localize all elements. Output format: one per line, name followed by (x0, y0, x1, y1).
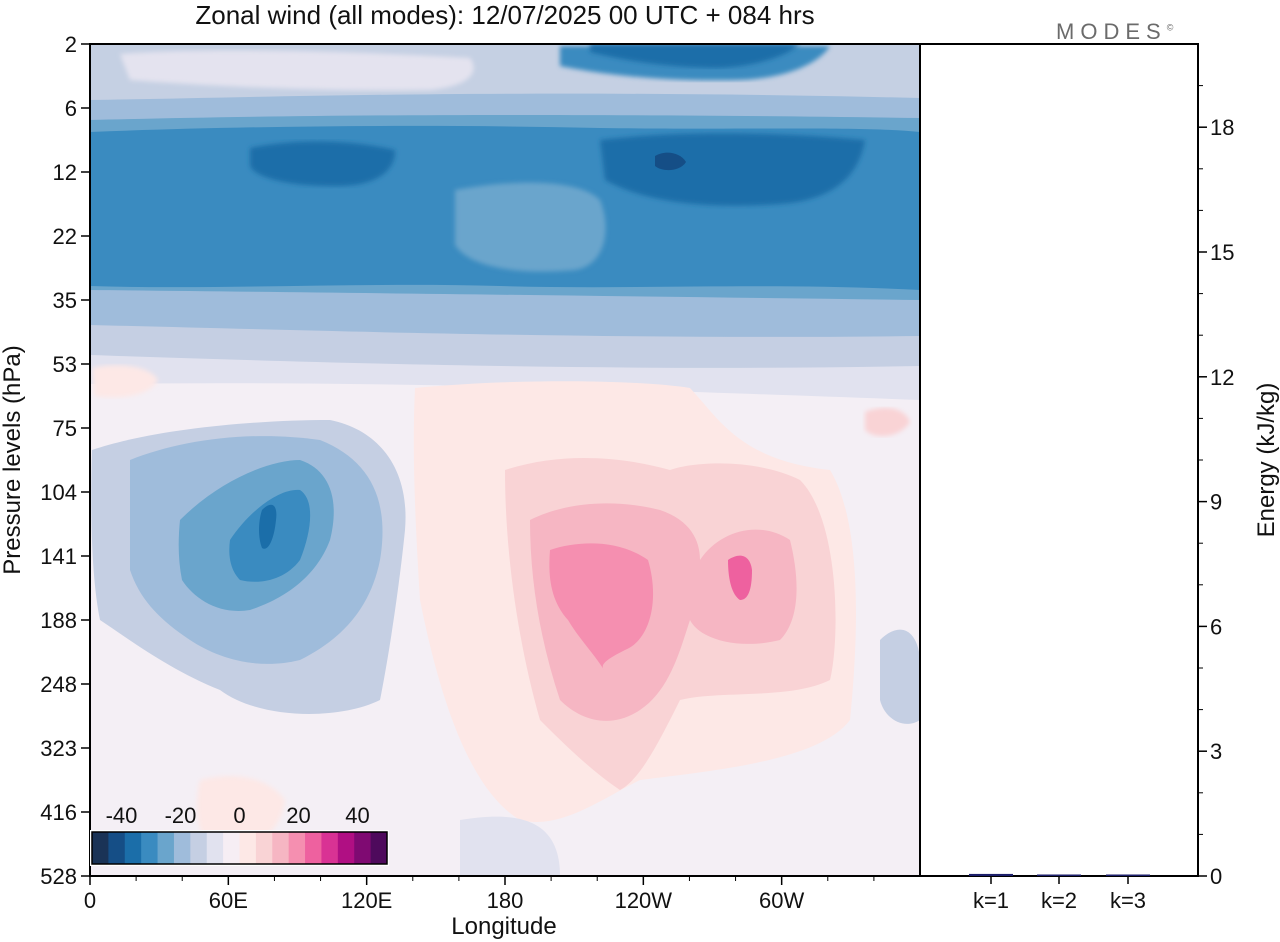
chart-title: Zonal wind (all modes): 12/07/2025 00 UT… (195, 0, 815, 30)
y-tick-label: 22 (53, 224, 77, 249)
energy-axis-label: Energy (kJ/kg) (1253, 383, 1280, 538)
colorbar-swatch (255, 832, 273, 864)
colorbar-swatch (321, 832, 339, 864)
y-tick-label: 248 (40, 672, 77, 697)
logo-text: MODES (1056, 19, 1167, 44)
colorbar-swatch (288, 832, 306, 864)
colorbar-frame (91, 831, 388, 865)
y-tick-label: 188 (40, 608, 77, 633)
y-tick-label: 323 (40, 736, 77, 761)
energy-tick-label: 0 (1210, 864, 1222, 889)
bar-category-label: k=2 (1041, 888, 1077, 913)
y-axis: 2 6 12 22 35 53 75 104 141 188 248 323 416 528 (40, 32, 90, 889)
logo-mark: © (1166, 22, 1174, 33)
colorbar-tick-label: -40 (106, 803, 138, 828)
colorbar-tick-label: 40 (345, 803, 369, 828)
y-tick-label: 12 (53, 160, 77, 185)
x-axis: 0 60E 120E 180 120W 60W (84, 876, 875, 913)
y-tick-label: 141 (40, 544, 77, 569)
energy-axis: 0 3 6 9 12 15 18 (1198, 85, 1234, 889)
colorbar-swatch (206, 832, 224, 864)
colorbar-swatch (173, 832, 191, 864)
energy-bar (1037, 874, 1081, 876)
colorbar-swatch (223, 832, 240, 864)
energy-tick-label: 6 (1210, 614, 1222, 639)
y-tick-label: 104 (40, 480, 77, 505)
x-tick-label: 180 (487, 888, 524, 913)
energy-tick-label: 3 (1210, 739, 1222, 764)
x-tick-label: 120W (615, 888, 673, 913)
y-tick-label: 53 (53, 352, 77, 377)
colorbar-tick-label: 0 (233, 803, 245, 828)
colorbar-swatch (370, 832, 388, 864)
colorbar: -40 -20 0 20 40 (90, 803, 389, 866)
energy-bars: k=1 k=2 k=3 (969, 873, 1150, 913)
contour-field (90, 44, 920, 876)
y-tick-label: 75 (53, 416, 77, 441)
y-axis-label: Pressure levels (hPa) (0, 345, 26, 574)
colorbar-swatch (108, 832, 126, 864)
energy-tick-label: 9 (1210, 490, 1222, 515)
x-axis-label: Longitude (451, 913, 556, 940)
x-tick-label: 60W (759, 888, 804, 913)
modes-logo: MODES© (1056, 19, 1173, 45)
colorbar-swatch (124, 832, 142, 864)
colorbar-swatch (92, 832, 109, 864)
energy-tick-label: 12 (1210, 365, 1234, 390)
colorbar-swatch (141, 832, 159, 864)
energy-tick-label: 18 (1210, 115, 1234, 140)
y-tick-label: 35 (53, 288, 77, 313)
colorbar-swatch (190, 832, 208, 864)
energy-bar (969, 873, 1013, 876)
x-tick-label: 0 (84, 888, 96, 913)
colorbar-swatch (157, 832, 175, 864)
energy-bar (1106, 874, 1150, 876)
x-tick-label: 60E (209, 888, 248, 913)
y-tick-label: 2 (65, 32, 77, 57)
colorbar-swatch (354, 832, 372, 864)
x-tick-label: 120E (341, 888, 392, 913)
colorbar-swatch (337, 832, 355, 864)
y-tick-label: 528 (40, 864, 77, 889)
y-tick-label: 416 (40, 800, 77, 825)
y-tick-label: 6 (65, 96, 77, 121)
colorbar-swatch (239, 832, 257, 864)
colorbar-swatch (272, 832, 290, 864)
colorbar-tick-label: -20 (165, 803, 197, 828)
bar-category-label: k=1 (973, 888, 1009, 913)
colorbar-swatch (305, 832, 322, 864)
colorbar-tick-label: 20 (286, 803, 310, 828)
bar-category-label: k=3 (1110, 888, 1146, 913)
energy-tick-label: 15 (1210, 240, 1234, 265)
